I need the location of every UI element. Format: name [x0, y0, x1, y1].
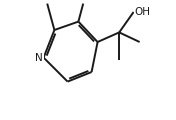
Text: Cl: Cl — [82, 0, 92, 2]
Text: Cl: Cl — [41, 0, 52, 2]
Text: N: N — [35, 53, 43, 63]
Text: OH: OH — [135, 7, 151, 17]
